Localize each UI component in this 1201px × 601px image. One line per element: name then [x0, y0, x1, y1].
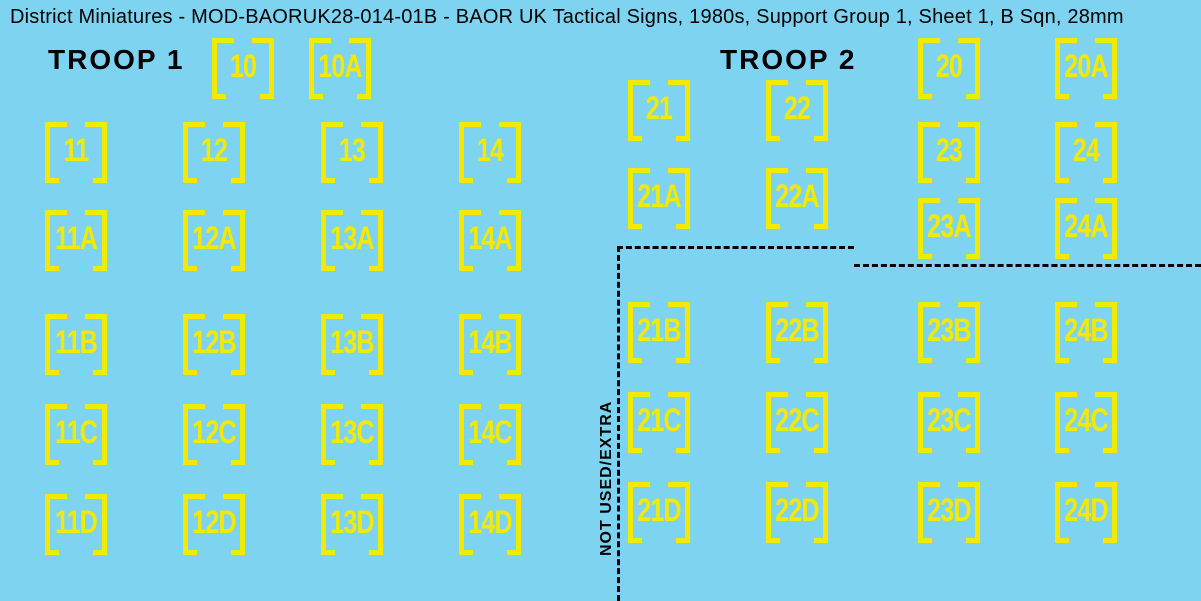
tac-sign-label: 21C — [635, 392, 683, 448]
tac-sign-13b: 13B — [321, 314, 383, 370]
tac-sign-label: 12 — [190, 122, 238, 178]
tac-sign-label: 13B — [328, 314, 376, 370]
tac-sign-12a: 12A — [183, 210, 245, 266]
tac-sign-label: 13C — [328, 404, 376, 460]
tac-sign-21d: 21D — [628, 482, 690, 538]
tac-sign-label: 23B — [925, 302, 973, 358]
tac-sign-label: 23 — [925, 122, 973, 178]
tac-sign-label: 10A — [316, 38, 364, 94]
tac-sign-11a: 11A — [45, 210, 107, 266]
tac-sign-22c: 22C — [766, 392, 828, 448]
tac-sign-label: 14D — [466, 494, 514, 550]
tac-sign-14b: 14B — [459, 314, 521, 370]
tac-sign-label: 14A — [466, 210, 514, 266]
tac-sign-12d: 12D — [183, 494, 245, 550]
tac-sign-11c: 11C — [45, 404, 107, 460]
tac-sign-22b: 22B — [766, 302, 828, 358]
tac-sign-13d: 13D — [321, 494, 383, 550]
tac-sign-label: 20 — [925, 38, 973, 94]
tac-sign-label: 12B — [190, 314, 238, 370]
divider-horizontal-right — [854, 264, 1201, 267]
tac-sign-12b: 12B — [183, 314, 245, 370]
tac-sign-label: 12A — [190, 210, 238, 266]
tac-sign-11d: 11D — [45, 494, 107, 550]
tac-sign-14: 14 — [459, 122, 521, 178]
tac-sign-10: 10 — [212, 38, 274, 94]
tac-sign-20a: 20A — [1055, 38, 1117, 94]
tac-sign-label: 24D — [1062, 482, 1110, 538]
tac-sign-21: 21 — [628, 80, 690, 136]
tac-sign-13c: 13C — [321, 404, 383, 460]
tac-sign-label: 23D — [925, 482, 973, 538]
tac-sign-label: 11C — [52, 404, 100, 460]
troop-1-label: TROOP 1 — [48, 44, 184, 76]
tac-sign-label: 14C — [466, 404, 514, 460]
tac-sign-label: 22 — [773, 80, 821, 136]
decal-sheet: District Miniatures - MOD-BAORUK28-014-0… — [0, 0, 1201, 601]
divider-horizontal-left — [617, 246, 854, 249]
tac-sign-label: 21D — [635, 482, 683, 538]
tac-sign-24c: 24C — [1055, 392, 1117, 448]
tac-sign-10a: 10A — [309, 38, 371, 94]
sheet-title: District Miniatures - MOD-BAORUK28-014-0… — [10, 6, 1124, 29]
tac-sign-label: 12C — [190, 404, 238, 460]
tac-sign-11b: 11B — [45, 314, 107, 370]
tac-sign-label: 11B — [52, 314, 100, 370]
tac-sign-label: 23A — [925, 198, 973, 254]
tac-sign-23d: 23D — [918, 482, 980, 538]
tac-sign-label: 24A — [1062, 198, 1110, 254]
tac-sign-label: 11A — [52, 210, 100, 266]
tac-sign-14d: 14D — [459, 494, 521, 550]
tac-sign-label: 10 — [219, 38, 267, 94]
tac-sign-22d: 22D — [766, 482, 828, 538]
not-used-label: NOT USED/EXTRA — [598, 401, 616, 556]
tac-sign-label: 12D — [190, 494, 238, 550]
tac-sign-label: 20A — [1062, 38, 1110, 94]
tac-sign-23a: 23A — [918, 198, 980, 254]
tac-sign-label: 14 — [466, 122, 514, 178]
tac-sign-21a: 21A — [628, 168, 690, 224]
tac-sign-11: 11 — [45, 122, 107, 178]
tac-sign-label: 24 — [1062, 122, 1110, 178]
tac-sign-label: 23C — [925, 392, 973, 448]
tac-sign-24b: 24B — [1055, 302, 1117, 358]
tac-sign-label: 13A — [328, 210, 376, 266]
tac-sign-label: 21 — [635, 80, 683, 136]
tac-sign-23c: 23C — [918, 392, 980, 448]
tac-sign-12: 12 — [183, 122, 245, 178]
tac-sign-label: 13 — [328, 122, 376, 178]
tac-sign-label: 14B — [466, 314, 514, 370]
divider-vertical — [617, 246, 620, 601]
tac-sign-label: 22B — [773, 302, 821, 358]
tac-sign-21b: 21B — [628, 302, 690, 358]
tac-sign-12c: 12C — [183, 404, 245, 460]
tac-sign-22: 22 — [766, 80, 828, 136]
tac-sign-label: 24C — [1062, 392, 1110, 448]
tac-sign-14a: 14A — [459, 210, 521, 266]
tac-sign-label: 13D — [328, 494, 376, 550]
tac-sign-21c: 21C — [628, 392, 690, 448]
tac-sign-13: 13 — [321, 122, 383, 178]
tac-sign-label: 21B — [635, 302, 683, 358]
tac-sign-24a: 24A — [1055, 198, 1117, 254]
troop-2-label: TROOP 2 — [720, 44, 856, 76]
tac-sign-13a: 13A — [321, 210, 383, 266]
tac-sign-label: 22D — [773, 482, 821, 538]
tac-sign-24d: 24D — [1055, 482, 1117, 538]
tac-sign-label: 22C — [773, 392, 821, 448]
tac-sign-label: 24B — [1062, 302, 1110, 358]
tac-sign-label: 22A — [773, 168, 821, 224]
tac-sign-label: 11 — [52, 122, 100, 178]
tac-sign-14c: 14C — [459, 404, 521, 460]
tac-sign-20: 20 — [918, 38, 980, 94]
tac-sign-24: 24 — [1055, 122, 1117, 178]
tac-sign-22a: 22A — [766, 168, 828, 224]
tac-sign-23b: 23B — [918, 302, 980, 358]
tac-sign-label: 21A — [635, 168, 683, 224]
tac-sign-label: 11D — [52, 494, 100, 550]
tac-sign-23: 23 — [918, 122, 980, 178]
